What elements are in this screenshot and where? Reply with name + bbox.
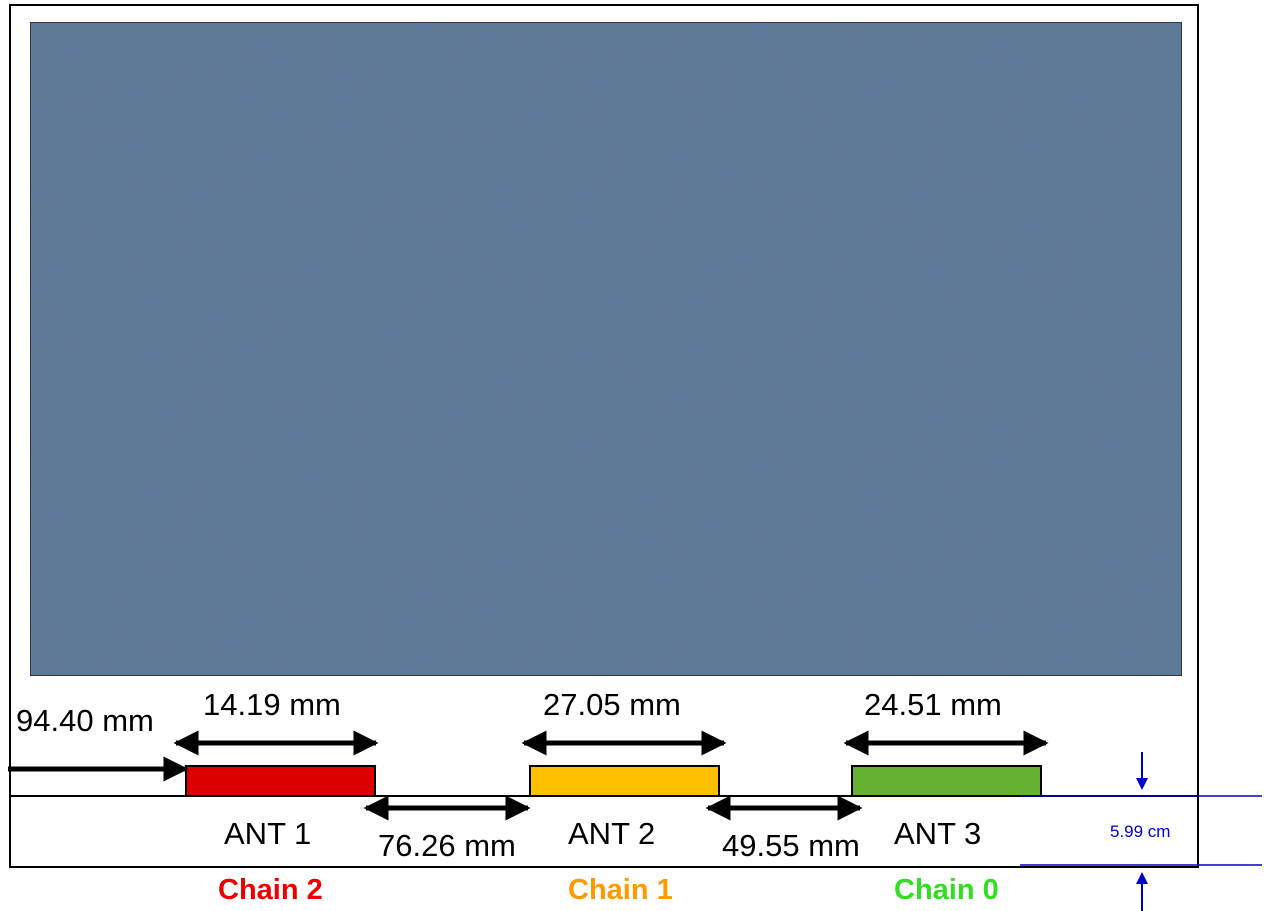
chain2-label: Chain 2 (218, 874, 323, 906)
ant2-width-label: 27.05 mm (543, 687, 681, 722)
ant3-label: ANT 3 (894, 816, 981, 851)
bezel-top-arrow-head (1136, 778, 1148, 790)
bezel-height-label: 5.99 cm (1110, 822, 1170, 841)
ant1-label: ANT 1 (224, 816, 311, 851)
ant2-block (529, 765, 720, 797)
display-screen (29, 21, 1183, 677)
left-margin-label: 94.40 mm (16, 703, 154, 738)
gap-2-3-label: 49.55 mm (722, 828, 860, 863)
ant1-width-label: 14.19 mm (203, 687, 341, 722)
bezel-bottom-arrow-head (1136, 872, 1148, 884)
gap-1-2-label: 76.26 mm (378, 828, 516, 863)
ant1-block (185, 765, 376, 797)
ant3-block (851, 765, 1042, 797)
chain0-label: Chain 0 (894, 874, 999, 906)
ant3-width-label: 24.51 mm (864, 687, 1002, 722)
chain1-label: Chain 1 (568, 874, 673, 906)
ant2-label: ANT 2 (568, 816, 655, 851)
